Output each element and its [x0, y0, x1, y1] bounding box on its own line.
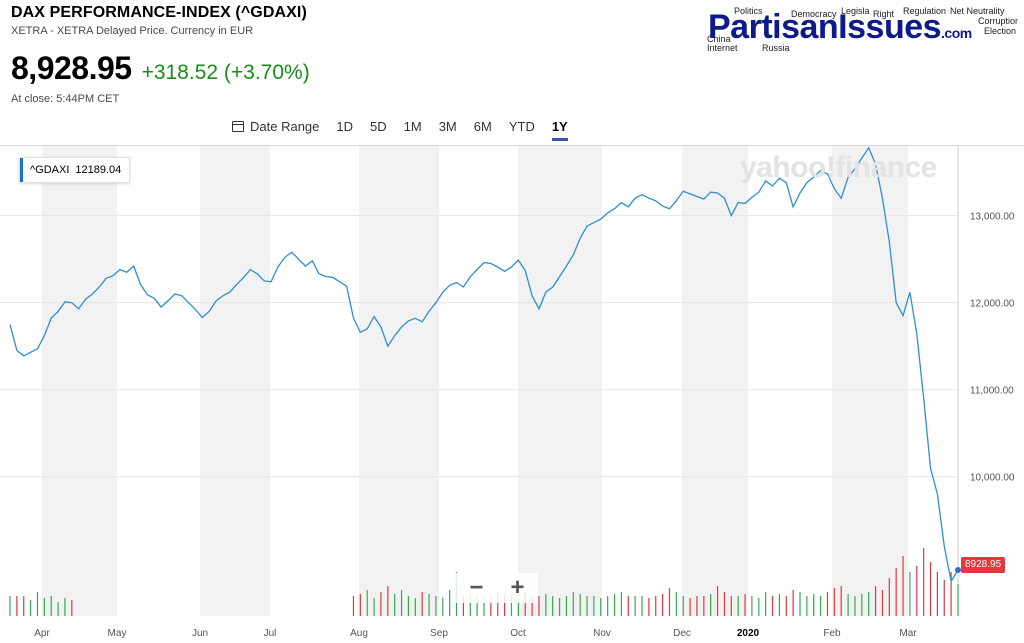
month-band — [682, 146, 748, 616]
range-button-6m[interactable]: 6M — [473, 119, 492, 134]
x-tick-label: Dec — [673, 628, 691, 639]
calendar-icon — [232, 121, 244, 132]
x-tick-label: May — [108, 628, 127, 639]
quote-header: DAX PERFORMANCE-INDEX (^GDAXI) XETRA - X… — [11, 4, 307, 37]
x-tick-label: 2020 — [737, 628, 760, 639]
date-range-button[interactable]: Date Range — [232, 119, 319, 141]
logo-tag: Election — [984, 26, 1017, 36]
x-tick-label: Mar — [899, 628, 917, 639]
x-tick-label: Jun — [192, 628, 208, 639]
logo-tag: Legisla — [841, 6, 870, 16]
range-toolbar: Date Range 1D 5D 1M 3M 6M YTD 1Y — [232, 119, 585, 141]
x-tick-label: Apr — [34, 628, 50, 639]
logo-tag: Politics — [734, 6, 763, 16]
logo-main-text: PartisanIssues.com — [708, 8, 972, 46]
current-price-flag: 8928.95 — [961, 557, 1006, 573]
current-price: 8,928.95 — [11, 50, 132, 86]
range-button-1y[interactable]: 1Y — [551, 119, 568, 141]
logo-tag: China — [707, 34, 731, 44]
zoom-in-button[interactable]: + — [510, 574, 525, 601]
logo-tag: Russia — [762, 43, 790, 53]
y-tick-label: 11,000.00 — [970, 386, 1014, 397]
price-row: 8,928.95 +318.52 (+3.70%) — [11, 50, 310, 87]
zoom-out-button[interactable]: − — [469, 574, 484, 601]
legend-symbol: ^GDAXI — [30, 164, 70, 176]
chart-top-border — [0, 145, 1024, 146]
range-button-5d[interactable]: 5D — [370, 119, 387, 134]
range-button-3m[interactable]: 3M — [438, 119, 457, 134]
page-title: DAX PERFORMANCE-INDEX (^GDAXI) — [11, 4, 307, 21]
month-band — [832, 146, 908, 616]
logo-word-cloud: Politics Democracy Legisla Right Regulation N… — [706, 4, 1018, 53]
yahoo-finance-watermark: yahoo!finance — [740, 151, 937, 184]
logo-tag: Net Neutrality — [950, 6, 1005, 16]
series-legend: ^GDAXI 12189.04 — [19, 157, 131, 183]
price-change: +318.52 (+3.70%) — [141, 61, 310, 84]
x-tick-label: Feb — [823, 628, 841, 639]
x-tick-label: Sep — [430, 628, 448, 639]
range-button-1d[interactable]: 1D — [336, 119, 354, 134]
month-band — [42, 146, 117, 616]
month-band — [518, 146, 602, 616]
month-band — [200, 146, 270, 616]
logo-tag: Right — [873, 9, 895, 19]
range-buttons: 1D 5D 1M 3M 6M YTD 1Y — [336, 119, 584, 141]
logo-tag: Regulation — [903, 6, 947, 16]
logo-tag: Corruption — [978, 16, 1018, 26]
price-chart[interactable]: 13,000.00 12,000.00 11,000.00 10,000.00 Apr M… — [0, 146, 1024, 643]
x-tick-label: Aug — [350, 628, 368, 639]
x-tick-label: Nov — [593, 628, 611, 639]
exchange-subtitle: XETRA - XETRA Delayed Price. Currency in… — [11, 25, 254, 37]
range-button-1m[interactable]: 1M — [403, 119, 422, 134]
logo-tag: Democracy — [791, 9, 837, 19]
y-tick-label: 12,000.00 — [970, 299, 1015, 310]
price-line — [9, 146, 959, 583]
month-band — [359, 146, 439, 616]
range-button-ytd[interactable]: YTD — [508, 119, 535, 134]
y-tick-label: 13,000.00 — [970, 212, 1015, 223]
partisanissues-logo: Politics Democracy Legisla Right Regulation N… — [706, 4, 1018, 52]
date-range-label: Date Range — [250, 119, 320, 134]
x-tick-label: Oct — [510, 628, 526, 639]
logo-tag: Internet — [707, 43, 738, 53]
close-time: At close: 5:44PM CET — [11, 93, 120, 105]
zoom-controls: − + — [456, 573, 538, 603]
y-tick-label: 10,000.00 — [970, 473, 1015, 484]
x-tick-label: Jul — [264, 628, 277, 639]
legend-value: 12189.04 — [75, 164, 122, 176]
last-price-dot — [955, 566, 961, 573]
